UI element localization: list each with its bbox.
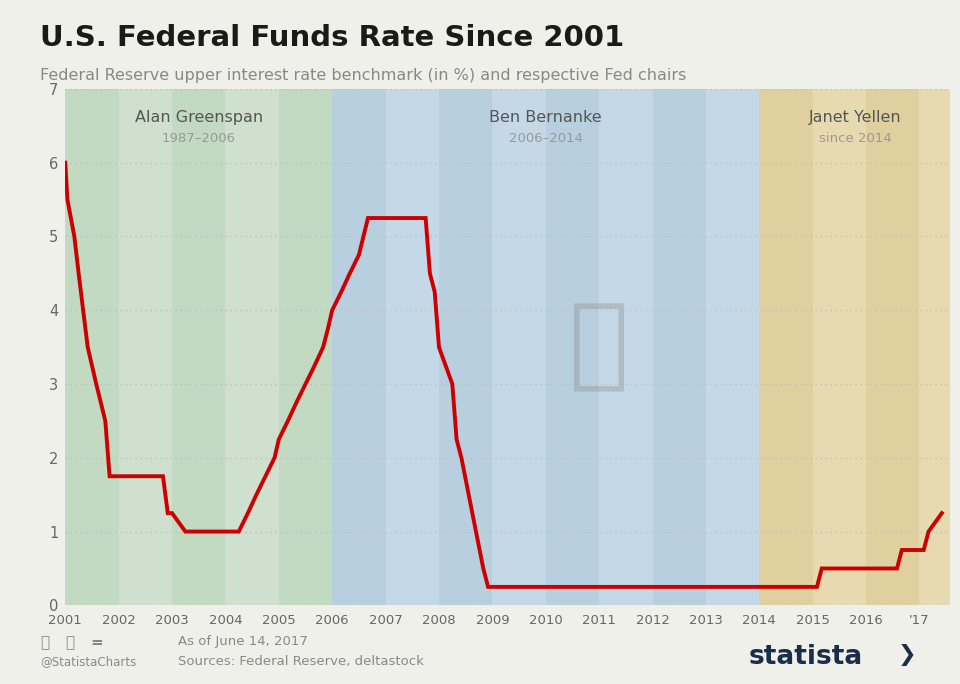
Text: 🏛: 🏛 bbox=[569, 299, 629, 395]
Bar bbox=[386, 89, 439, 605]
Text: Federal Reserve upper interest rate benchmark (in %) and respective Fed chairs: Federal Reserve upper interest rate benc… bbox=[40, 68, 686, 83]
Bar bbox=[545, 89, 599, 605]
Text: U.S. Federal Funds Rate Since 2001: U.S. Federal Funds Rate Since 2001 bbox=[40, 24, 625, 52]
Text: As of June 14, 2017: As of June 14, 2017 bbox=[178, 635, 307, 648]
Bar bbox=[119, 89, 172, 605]
Text: 2006–2014: 2006–2014 bbox=[509, 132, 583, 145]
Text: Alan Greenspan: Alan Greenspan bbox=[134, 109, 263, 124]
Bar bbox=[599, 89, 653, 605]
Text: ⓒ: ⓒ bbox=[40, 635, 50, 650]
Text: Sources: Federal Reserve, deltastock: Sources: Federal Reserve, deltastock bbox=[178, 655, 423, 668]
Text: ⓘ: ⓘ bbox=[65, 635, 75, 650]
Text: @StatistaCharts: @StatistaCharts bbox=[40, 655, 136, 668]
Bar bbox=[653, 89, 706, 605]
Text: 1987–2006: 1987–2006 bbox=[161, 132, 236, 145]
Text: statista: statista bbox=[749, 644, 863, 670]
Bar bbox=[278, 89, 332, 605]
Bar bbox=[920, 89, 950, 605]
Bar bbox=[172, 89, 226, 605]
Bar bbox=[492, 89, 545, 605]
Text: Ben Bernanke: Ben Bernanke bbox=[490, 109, 602, 124]
Bar bbox=[226, 89, 278, 605]
Text: =: = bbox=[90, 635, 103, 650]
Text: since 2014: since 2014 bbox=[819, 132, 892, 145]
Bar bbox=[706, 89, 759, 605]
Bar bbox=[65, 89, 119, 605]
Text: ❯: ❯ bbox=[898, 644, 916, 666]
Bar bbox=[759, 89, 813, 605]
Bar bbox=[439, 89, 492, 605]
Text: Janet Yellen: Janet Yellen bbox=[809, 109, 901, 124]
Bar bbox=[866, 89, 920, 605]
Bar bbox=[332, 89, 386, 605]
Bar bbox=[813, 89, 866, 605]
